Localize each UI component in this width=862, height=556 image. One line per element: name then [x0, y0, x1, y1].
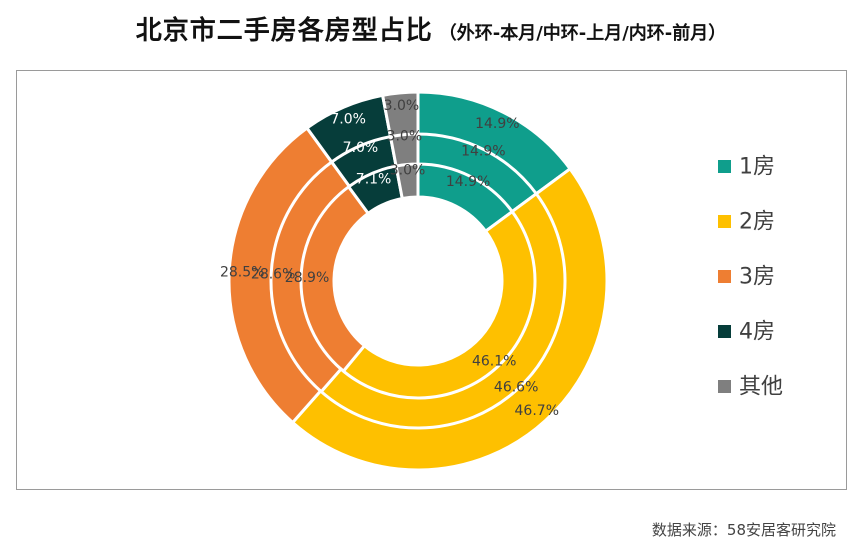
- middle-ring-label-3-room: 28.6%: [251, 266, 295, 282]
- outer-ring-label-other: 3.0%: [384, 98, 420, 114]
- legend-swatch-2-room: [718, 215, 731, 228]
- inner-ring-label-4-room: 7.1%: [356, 171, 392, 187]
- legend-label-4-room: 4房: [739, 320, 775, 345]
- inner-ring-label-other: 3.0%: [390, 162, 426, 178]
- outer-ring-slice-other: [380, 90, 420, 139]
- legend-swatch-other: [718, 380, 731, 393]
- middle-ring-label-2-room: 46.6%: [494, 380, 538, 396]
- chart-subtitle: （外环-本月/中环-上月/内环-前月）: [438, 23, 727, 44]
- outer-ring-slice-2-room: [290, 166, 609, 472]
- chart-title-row: 北京市二手房各房型占比 （外环-本月/中环-上月/内环-前月）: [0, 10, 862, 47]
- inner-ring-label-3-room: 28.9%: [285, 270, 329, 286]
- data-labels-group: 14.9% 46.7% 28.5% 7.0% 3.0% 14.9% 46.6% 28.6% 7.…: [220, 98, 559, 419]
- chart-title: 北京市二手房各房型占比: [135, 16, 433, 46]
- middle-ring-label-4-room: 7.0%: [343, 140, 379, 156]
- legend-swatch-3-room: [718, 270, 731, 283]
- inner-ring-label-1-room: 14.9%: [446, 174, 490, 190]
- middle-ring-label-other: 3.0%: [387, 129, 423, 145]
- inner-ring-label-2-room: 46.1%: [472, 354, 516, 370]
- outer-ring-label-1-room: 14.9%: [475, 116, 519, 132]
- chart-frame: [16, 70, 847, 490]
- data-source-note: 数据来源：58安居客研究院: [651, 521, 836, 539]
- outer-ring-label-2-room: 46.7%: [515, 403, 559, 419]
- legend-swatch-1-room: [718, 160, 731, 173]
- middle-ring-label-1-room: 14.9%: [461, 144, 505, 160]
- legend-label-1-room: 1房: [739, 155, 775, 180]
- outer-ring-label-3-room: 28.5%: [220, 264, 264, 280]
- legend-swatch-4-room: [718, 325, 731, 338]
- legend-label-3-room: 3房: [739, 265, 775, 290]
- rings-group: [227, 90, 609, 472]
- outer-ring-label-4-room: 7.0%: [330, 111, 366, 127]
- legend-label-other: 其他: [739, 375, 783, 400]
- legend-label-2-room: 2房: [739, 210, 775, 235]
